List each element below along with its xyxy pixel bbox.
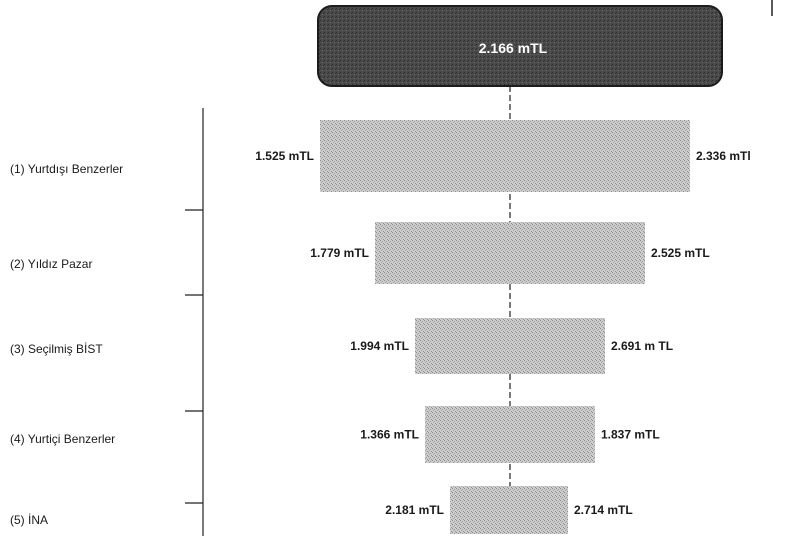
category-label: (2) Yıldız Pazar [10, 257, 92, 271]
category-labels: (1) Yurtdışı Benzerler (2) Yıldız Pazar … [10, 162, 123, 527]
range-high-label: 2.336 mTl [696, 149, 751, 163]
category-label: (1) Yurtdışı Benzerler [10, 162, 123, 176]
reference-box [317, 5, 723, 87]
range-high-label: 2.525 mTL [651, 246, 710, 260]
range-value-labels: 1.525 mTL 2.336 mTl 1.779 mTL 2.525 mTL 1.99… [255, 149, 750, 517]
range-bars [320, 120, 690, 534]
range-low-label: 2.181 mTL [385, 503, 444, 517]
reference-header: 2.166 mTL [317, 5, 723, 87]
category-label: (5) İNA [10, 513, 48, 527]
range-high-label: 1.837 mTL [601, 428, 660, 442]
range-low-label: 1.994 mTL [350, 339, 409, 353]
range-bar [415, 318, 605, 374]
range-bar [320, 120, 690, 192]
range-high-label: 2.691 m TL [611, 339, 673, 353]
axis-ticks [185, 209, 203, 504]
range-bar [375, 222, 645, 284]
category-label: (4) Yurtiçi Benzerler [10, 432, 115, 446]
range-low-label: 1.366 mTL [360, 428, 419, 442]
range-high-label: 2.714 mTL [574, 503, 633, 517]
range-bar [425, 406, 595, 463]
category-label: (3) Seçilmiş BİST [10, 342, 103, 356]
range-low-label: 1.525 mTL [255, 149, 314, 163]
range-bar [450, 486, 568, 534]
range-low-label: 1.779 mTL [310, 246, 369, 260]
reference-label: 2.166 mTL [479, 40, 548, 56]
